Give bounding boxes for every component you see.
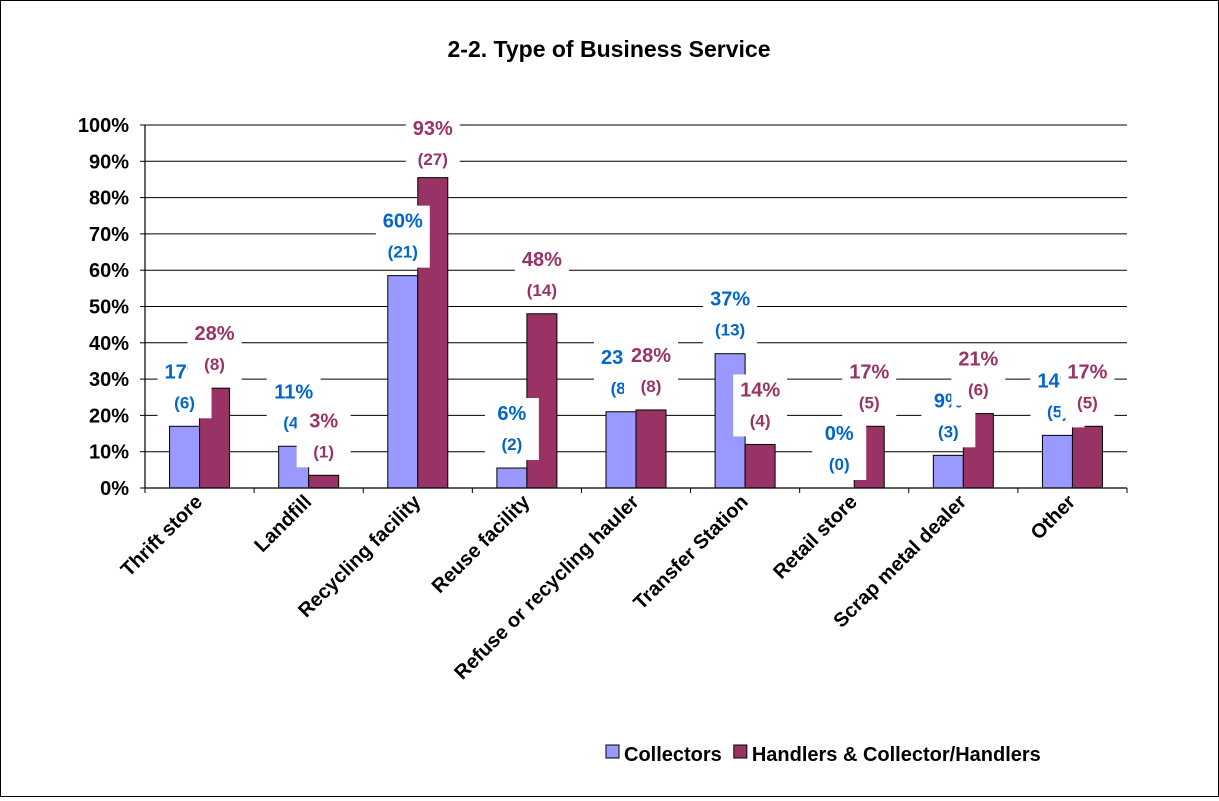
legend: Collectors Handlers & Collector/Handlers [605, 744, 1041, 766]
y-tick-label: 70% [89, 224, 129, 246]
data-label-group: 17% (5) [1060, 356, 1115, 419]
data-label-background [624, 339, 678, 402]
data-label-group: 3% (1) [296, 405, 351, 468]
data-label-background [1060, 356, 1115, 419]
y-tick-labels: 0% 10% 20% 30% 40% 50% 60% 70% 80% 90% 100% [78, 115, 129, 500]
data-label-count: (6) [968, 381, 989, 400]
data-label-count: (13) [715, 321, 745, 340]
data-label-percent: 17% [1067, 361, 1107, 383]
data-label-group: 48% (14) [514, 243, 569, 306]
y-tick-label: 90% [89, 151, 129, 173]
data-label-group: 60% (21) [375, 205, 430, 268]
data-labels: 17%(6) 11%(4)60%(21)6%(2)23%(8)37%(13)0%(… [157, 113, 1115, 480]
chart-title: 2-2. Type of Business Service [448, 36, 771, 62]
data-label-count: (14) [527, 281, 557, 300]
data-label-group: 21% (6) [951, 343, 1006, 406]
legend-swatch [605, 744, 620, 759]
x-tick-label: Retail store [769, 491, 862, 584]
data-label-group: 0% (0) [812, 418, 867, 480]
legend-label: Collectors [624, 744, 722, 766]
data-label-percent: 3% [309, 410, 338, 432]
x-tick-label: Thrift store [117, 491, 207, 581]
data-label-count: (8) [204, 355, 225, 374]
data-label-background [187, 318, 242, 381]
x-tick-label: Reuse facility [428, 490, 535, 597]
y-tick-label: 20% [89, 405, 129, 427]
bar-collectors [496, 467, 528, 489]
y-tick-label: 30% [89, 369, 129, 391]
bar-handlers [308, 474, 340, 489]
data-label-background [703, 283, 758, 346]
axes [140, 124, 1128, 493]
data-label-group: 17% (5) [842, 356, 897, 419]
bar-collectors [1041, 434, 1073, 489]
bar-collectors [387, 275, 419, 489]
data-label-count: (0) [829, 455, 850, 474]
bar-handlers [744, 443, 776, 489]
y-tick-label: 40% [89, 333, 129, 355]
y-tick-label: 80% [89, 188, 129, 210]
y-tick-label: 10% [89, 442, 129, 464]
data-label-background [733, 374, 788, 437]
data-label-background [812, 418, 867, 480]
data-label-background [405, 113, 460, 175]
data-label-group: 93% (27) [405, 113, 460, 175]
data-label-group: 28% (8) [187, 318, 242, 381]
data-label-percent: 60% [383, 211, 423, 233]
data-label-count: (4) [750, 411, 771, 430]
x-tick-label: Recycling facility [294, 490, 426, 622]
data-label-background [514, 243, 569, 306]
data-label-count: (6) [174, 393, 195, 412]
data-label-percent: 17% [849, 361, 889, 383]
y-tick-label: 0% [100, 478, 129, 500]
x-tick-label: Refuse or recycling hauler [450, 491, 643, 684]
data-label-percent: 37% [710, 289, 750, 311]
data-label-background [375, 205, 430, 268]
data-label-group: 28% (8) [624, 339, 678, 402]
y-tick-label: 60% [89, 260, 129, 282]
data-label-background [484, 398, 539, 461]
x-tick-label: Other [1027, 491, 1080, 544]
data-label-percent: 28% [195, 323, 235, 345]
data-label-background [842, 356, 897, 419]
data-label-count: (27) [418, 150, 448, 169]
legend-label: Handlers & Collector/Handlers [752, 744, 1041, 766]
data-label-count: (1) [313, 442, 334, 461]
legend-swatch [733, 744, 748, 759]
data-label-percent: 28% [631, 345, 671, 367]
x-tick-label: Landfill [250, 491, 316, 557]
bar-handlers [635, 409, 667, 489]
data-label-count: (8) [641, 377, 662, 396]
data-label-count: (21) [388, 243, 418, 262]
y-tick-label: 50% [89, 297, 129, 319]
data-label-percent: 6% [497, 403, 526, 425]
data-label-count: (5) [1077, 393, 1098, 412]
data-label-percent: 93% [413, 118, 453, 140]
data-label-percent: 14% [740, 379, 780, 401]
data-label-percent: 11% [274, 381, 313, 403]
data-label-count: (3) [938, 422, 959, 441]
data-label-percent: 0% [825, 423, 854, 445]
bar-collectors [169, 425, 201, 489]
data-label-percent: 21% [958, 349, 998, 371]
bar-collectors [605, 411, 637, 489]
data-label-background [296, 405, 351, 468]
data-label-count: (2) [501, 435, 522, 454]
data-label-count: (5) [859, 393, 880, 412]
data-label-percent: 48% [522, 249, 562, 271]
bar-collectors [932, 454, 964, 489]
data-label-group: 6% (2) [484, 398, 539, 461]
y-tick-label: 100% [78, 115, 129, 137]
data-label-background [951, 343, 1006, 406]
bar-handlers [1071, 425, 1103, 489]
data-label-group: 37% (13) [703, 283, 758, 346]
x-tick-label: Transfer Station [629, 491, 752, 614]
data-label-group: 14% (4) [733, 374, 788, 437]
